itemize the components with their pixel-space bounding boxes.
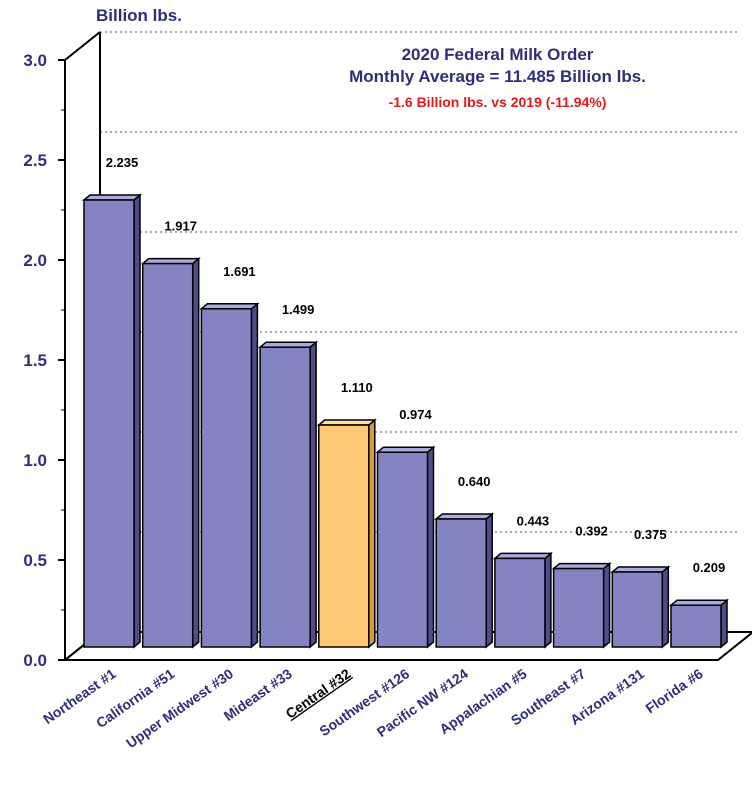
y-tick-label: 3.0	[23, 51, 47, 70]
y-tick-label: 2.5	[23, 151, 47, 170]
bar	[435, 518, 487, 648]
value-label: 0.974	[399, 407, 432, 422]
bar	[552, 567, 605, 648]
y-ticks: 0.0 0.5 1.0 1.5 2.0 2.5 3.0	[23, 51, 65, 670]
y-tick-label: 0.5	[23, 551, 47, 570]
top-depth-edge	[64, 31, 101, 61]
y-tick-label: 1.5	[23, 351, 47, 370]
bar	[494, 557, 546, 648]
bar	[83, 199, 135, 648]
bar-side	[544, 551, 552, 649]
bar	[318, 424, 370, 648]
chart-subtitle: Monthly Average = 11.485 Billion lbs.	[349, 67, 646, 86]
bar	[200, 308, 253, 648]
bar-side	[661, 565, 670, 649]
value-label: 0.640	[458, 474, 491, 489]
bar-top	[668, 599, 730, 606]
value-label: 0.375	[634, 527, 667, 542]
value-label: 0.209	[693, 560, 726, 575]
y-axis-unit-label: Billion lbs.	[96, 6, 182, 25]
y-tick-label: 1.0	[23, 451, 47, 470]
bar	[376, 451, 429, 648]
bar-side	[191, 256, 200, 649]
value-label: 0.392	[575, 524, 608, 539]
bar	[259, 346, 311, 648]
value-label: 1.110	[341, 380, 373, 395]
title-block: 2020 Federal Milk Order Monthly Average …	[300, 44, 695, 110]
value-label: 0.443	[517, 513, 550, 528]
value-label: 1.499	[282, 302, 315, 317]
bar	[611, 571, 664, 648]
bar-side	[309, 340, 317, 649]
y-tick-label: 2.0	[23, 251, 47, 270]
bar-side	[485, 512, 493, 649]
x-tick-label: Florida #6	[642, 665, 706, 716]
chart-annotation: -1.6 Billion lbs. vs 2019 (-11.94%)	[388, 94, 607, 110]
value-label: 1.917	[164, 219, 197, 234]
bar-top	[375, 446, 436, 453]
bar-side	[250, 302, 259, 649]
bar-side	[602, 561, 611, 649]
bar-side	[720, 598, 728, 649]
bar	[670, 604, 722, 648]
bar	[141, 262, 194, 648]
y-tick-label: 0.0	[23, 651, 47, 670]
bar-side	[133, 193, 141, 649]
bars	[81, 193, 730, 649]
bar-top	[551, 562, 612, 570]
value-label: 1.691	[223, 264, 256, 279]
value-label: 2.235	[106, 155, 139, 170]
chart-title: 2020 Federal Milk Order	[401, 45, 594, 64]
value-labels: 2.235 1.917 1.691 1.499 1.110 0.974 0.640 0.443…	[106, 155, 726, 575]
bar-side	[426, 445, 435, 649]
bar-side	[368, 418, 376, 649]
x-tick-label: Upper Midwest #30	[123, 665, 236, 751]
